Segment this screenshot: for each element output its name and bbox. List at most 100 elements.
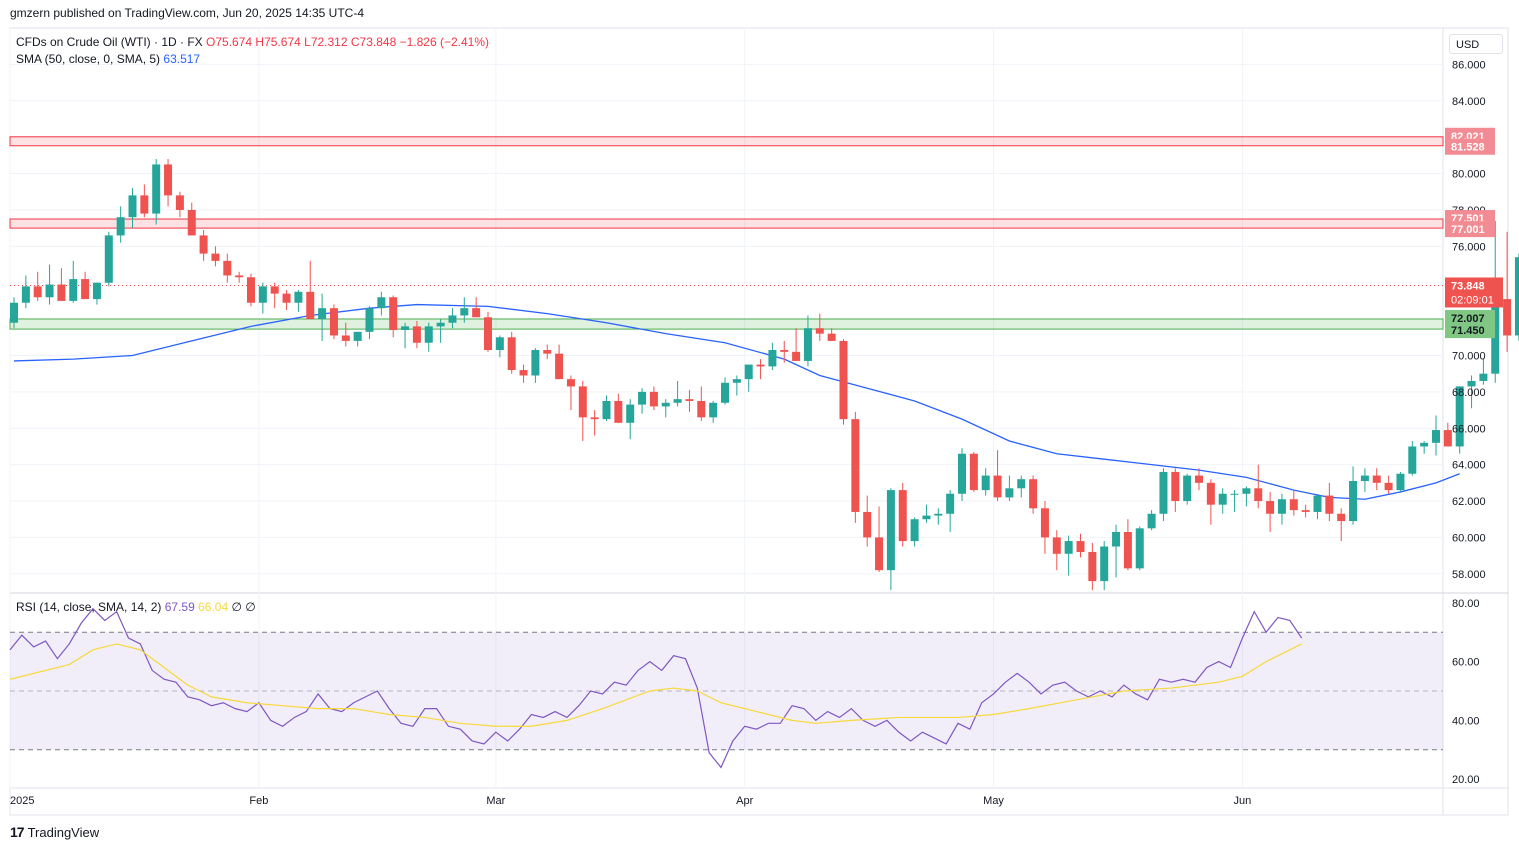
candle-body xyxy=(1017,479,1026,489)
candle-body xyxy=(353,331,362,341)
candle-body xyxy=(389,297,398,331)
rsi-legend[interactable]: RSI (14, close, SMA, 14, 2) 67.59 66.04 … xyxy=(16,600,256,614)
candle-body xyxy=(1349,481,1358,522)
candle-body xyxy=(543,350,552,354)
candle-body xyxy=(685,399,694,401)
low-value: L72.312 xyxy=(304,35,348,49)
candle-body xyxy=(318,308,327,320)
sma-value: 63.517 xyxy=(163,52,201,66)
candle-body xyxy=(448,315,457,323)
candle-body xyxy=(815,328,824,334)
candle-body xyxy=(128,195,137,218)
candle-body xyxy=(803,328,812,361)
candle-body xyxy=(377,297,386,309)
candle-body xyxy=(638,391,647,405)
candle-body xyxy=(495,337,504,351)
candle-body xyxy=(709,402,718,418)
candle-body xyxy=(365,308,374,332)
zones-layer xyxy=(9,136,1444,330)
time-tick-label: Apr xyxy=(736,795,753,807)
candle-body xyxy=(1503,299,1512,336)
candle-body xyxy=(602,400,611,420)
zone-price-tag xyxy=(1445,322,1495,339)
candle-body xyxy=(839,340,848,420)
candle-body xyxy=(235,275,244,278)
rsi-tick-label: 20.00 xyxy=(1452,774,1480,786)
candle-body xyxy=(472,308,481,318)
candle-body xyxy=(175,195,184,210)
candle-body xyxy=(21,286,30,303)
time-tick-label: 2025 xyxy=(10,795,34,807)
candle-body xyxy=(827,333,836,341)
candle-body xyxy=(1088,551,1097,582)
candle-body xyxy=(721,382,729,403)
candle-body xyxy=(1372,475,1381,483)
candle-body xyxy=(1064,541,1073,554)
candle-body xyxy=(223,260,232,276)
candle-body xyxy=(424,326,433,343)
candle-body xyxy=(863,511,872,538)
candle-body xyxy=(258,286,267,303)
rsi-extra-2: ∅ xyxy=(245,600,256,614)
candle-body xyxy=(1112,531,1121,547)
candle-body xyxy=(922,515,931,520)
candle-body xyxy=(507,337,516,371)
candle-body xyxy=(1277,499,1286,514)
price-tick-label: 68.000 xyxy=(1452,387,1486,399)
candle-body xyxy=(436,322,445,327)
sma-legend[interactable]: SMA (50, close, 0, SMA, 5) 63.517 xyxy=(16,52,200,66)
candle-body xyxy=(1337,513,1346,522)
rsi-tick-label: 40.00 xyxy=(1452,715,1480,727)
price-tick-label: 84.000 xyxy=(1452,96,1486,108)
open-value: O75.674 xyxy=(206,35,253,49)
support-zone xyxy=(9,318,1444,330)
symbol-label: CFDs on Crude Oil (WTI) · 1D · FX xyxy=(16,35,203,49)
time-tick-label: May xyxy=(983,795,1004,807)
candle-body xyxy=(969,453,978,491)
candle-body xyxy=(1254,488,1263,502)
candle-body xyxy=(531,350,540,376)
change-value: −1.826 (−2.41%) xyxy=(399,35,489,49)
footer-brand[interactable]: 17 TradingView xyxy=(10,824,99,840)
candle-body xyxy=(1242,488,1251,494)
price-tick-label: 62.000 xyxy=(1452,496,1486,508)
candle-body xyxy=(1514,257,1519,336)
candle-body xyxy=(1135,528,1144,569)
candle-body xyxy=(946,493,955,514)
main-legend: CFDs on Crude Oil (WTI) · 1D · FX O75.67… xyxy=(16,35,489,49)
candle-body xyxy=(780,350,789,352)
candle-body xyxy=(45,284,54,298)
candle-body xyxy=(614,400,623,423)
candle-body xyxy=(578,386,587,418)
candle-body xyxy=(282,293,291,303)
currency-selector[interactable]: USD xyxy=(1449,34,1503,54)
price-tick-label: 64.000 xyxy=(1452,460,1486,472)
zone-price-label: 77.001 xyxy=(1451,224,1485,236)
candle-body xyxy=(744,364,753,380)
candle-body xyxy=(1005,488,1014,498)
candle-body xyxy=(1230,493,1239,495)
candle-body xyxy=(1076,541,1085,552)
candle-body xyxy=(519,370,528,376)
candle-body xyxy=(1396,473,1405,491)
candle-body xyxy=(412,326,421,343)
publish-info: gmzern published on TradingView.com, Jun… xyxy=(10,6,364,20)
candle-body xyxy=(1183,475,1192,502)
candle-body xyxy=(81,279,90,300)
rsi-tick-label: 60.00 xyxy=(1452,657,1480,669)
candle-body xyxy=(626,404,635,423)
candle-body xyxy=(1443,430,1452,447)
candle-body xyxy=(1052,537,1061,554)
candles-layer xyxy=(10,158,1519,591)
candle-body xyxy=(294,291,303,303)
candle-body xyxy=(898,490,907,542)
candle-body xyxy=(555,353,564,380)
price-tick-label: 86.000 xyxy=(1452,59,1486,71)
candle-body xyxy=(993,475,1002,498)
candle-body xyxy=(10,302,18,323)
tradingview-logo-icon: 17 xyxy=(10,824,25,840)
zone-price-label: 81.528 xyxy=(1451,142,1485,154)
candle-body xyxy=(1029,479,1038,509)
candle-body xyxy=(673,399,682,403)
